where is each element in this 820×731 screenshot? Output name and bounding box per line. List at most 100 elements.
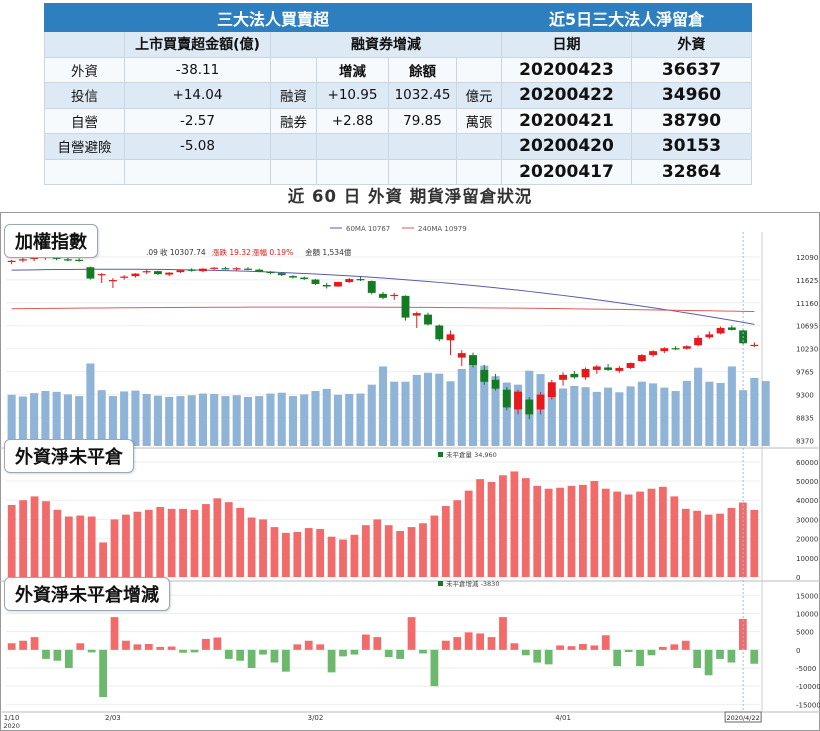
volume-bar: [491, 376, 500, 446]
candle-body: [255, 269, 264, 272]
candle-body: [401, 295, 410, 318]
oi-bar: [579, 484, 587, 577]
oi-bar: [64, 516, 73, 577]
oi-change-bar: [270, 649, 279, 663]
oi-change-bar: [190, 649, 199, 653]
oi-change-bar: [110, 617, 119, 650]
volume-bar: [367, 384, 376, 446]
oi-change-bar: [144, 644, 153, 650]
volume-bar: [716, 382, 725, 446]
oi-change-bar: [487, 637, 496, 650]
current-date-label: 2020/4/22: [726, 714, 759, 722]
oi-change-bar: [647, 649, 656, 656]
margin-label: [270, 56, 317, 83]
margin-label: 融資: [270, 82, 317, 109]
volume-bar: [108, 396, 117, 446]
oi-bar: [659, 486, 667, 577]
volume-bar: [120, 391, 129, 446]
candle-body: [97, 274, 106, 276]
row-name: 投信: [44, 82, 125, 109]
panel-label-open-interest: 外資淨未平倉: [4, 439, 134, 473]
chart-title: 近 60 日 外資 期貨淨留倉狀況: [287, 187, 533, 206]
oi-bar: [636, 491, 644, 577]
oi-bar: [293, 531, 302, 577]
volume-bar: [423, 372, 433, 446]
oi-change-bar: [224, 649, 233, 659]
candle-body: [187, 269, 196, 271]
oi-change-bar: [259, 649, 267, 655]
volume-bar: [401, 381, 410, 446]
oi-change-bar: [7, 643, 16, 650]
oi-change-bar: [590, 645, 599, 650]
row-amount: -5.08: [124, 133, 271, 160]
volume-bar: [750, 377, 759, 446]
candle-body: [615, 367, 624, 371]
volume-bar: [131, 390, 140, 446]
volume-bar: [457, 369, 466, 446]
oi-date: 20200420: [501, 133, 632, 160]
oi-bar: [590, 481, 599, 577]
y-tick-label: -15000: [796, 701, 820, 709]
oi-change-bar: [42, 649, 50, 659]
oi-bar: [339, 539, 347, 577]
volume-bar: [187, 395, 196, 446]
oi-change-bar: [464, 632, 473, 650]
oi-bar: [430, 515, 439, 577]
margin-unit: 萬張: [455, 107, 503, 134]
candle-body: [570, 373, 579, 378]
oi-change-bar: [373, 637, 382, 650]
volume-bar: [502, 382, 511, 446]
y-tick-label: 5000: [796, 629, 814, 637]
info-pct: 漲幅 0.19%: [252, 247, 293, 257]
volume-bar: [559, 388, 568, 446]
oi-change-bar: [624, 649, 633, 652]
volume-bar: [333, 394, 343, 446]
y-tick-label: 10695: [796, 323, 818, 331]
oi-bar: [156, 506, 165, 577]
volume-bar: [446, 381, 455, 446]
oi-bar: [133, 511, 142, 577]
y-tick-label: 11625: [796, 277, 818, 285]
volume-bar: [288, 396, 298, 446]
x-tick-label: 2/03: [105, 714, 121, 722]
candle-body: [547, 382, 556, 398]
oi-bar: [304, 528, 313, 577]
oi-bar: [613, 491, 622, 577]
candle-body: [649, 351, 658, 356]
volume-bar: [41, 391, 50, 446]
legend-oi-change-swatch: [438, 581, 443, 586]
oi-bar: [327, 536, 336, 577]
oi-change-bar: [76, 643, 85, 650]
oi-change-bar: [579, 644, 587, 650]
volume-bar: [739, 390, 748, 446]
volume-bar: [378, 366, 388, 446]
candle-body: [671, 348, 680, 350]
volume-bar: [97, 390, 106, 446]
oi-change-bar: [613, 649, 622, 667]
oi-value: 30153: [630, 133, 753, 160]
volume-bar: [435, 373, 444, 446]
header-balance: 餘額: [388, 56, 457, 83]
volume-bar: [570, 385, 579, 446]
margin-balance: [388, 133, 457, 160]
oi-change-bar: [327, 649, 336, 673]
legend-oi-swatch: [438, 452, 443, 457]
empty-cell: [124, 158, 271, 185]
volume-bar: [660, 387, 669, 446]
margin-unit: [455, 56, 503, 83]
oi-bar: [270, 527, 279, 577]
candle-body: [750, 344, 759, 347]
volume-bar: [581, 387, 590, 446]
empty-cell: [44, 158, 125, 185]
oi-change-bar: [567, 646, 576, 650]
y-tick-label: 12090: [796, 254, 818, 262]
volume-bar: [198, 393, 207, 446]
oi-date: 20200417: [501, 158, 632, 185]
margin-balance: 1032.45: [388, 82, 457, 109]
candle-body: [266, 271, 275, 274]
candle-body: [705, 334, 714, 338]
institutional-trading-table: 三大法人買賣超 上市買賣超金額(億) 融資券增減 外資 -38.11 增減 餘額…: [43, 3, 503, 185]
oi-change-bar: [636, 649, 644, 667]
oi-bar: [499, 475, 507, 577]
candle-body: [221, 268, 230, 270]
